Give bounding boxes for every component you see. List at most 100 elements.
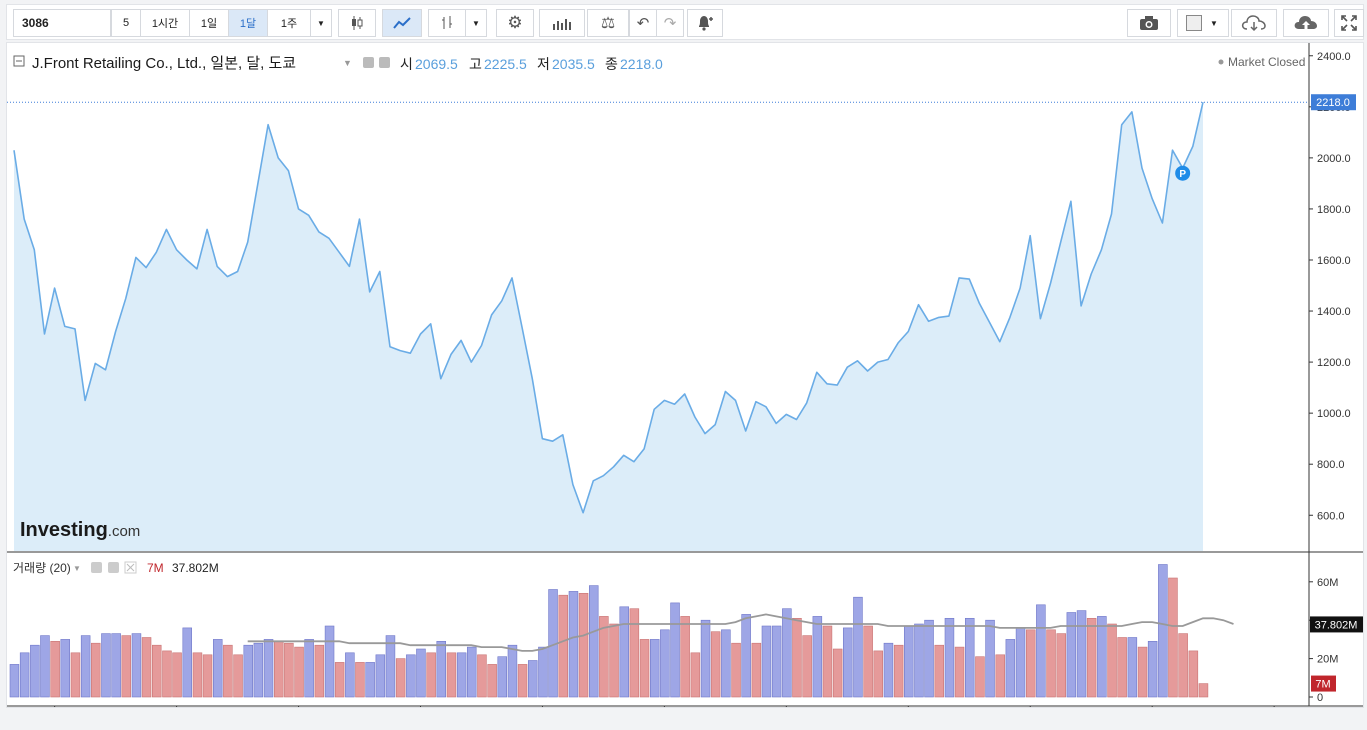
volume-bar[interactable] [700,619,711,698]
volume-bar[interactable] [223,644,233,698]
volume-bar[interactable] [639,639,650,698]
volume-bar[interactable] [588,585,599,698]
interval-5-button[interactable]: 5 [111,9,141,37]
volume-bar[interactable] [538,646,548,698]
volume-bar[interactable] [345,652,355,698]
price-line[interactable] [13,102,1204,514]
volume-bar[interactable] [304,639,314,698]
compare-button[interactable]: ⚖ [587,9,629,37]
line-chart-button[interactable] [382,9,422,37]
candlestick-button[interactable] [338,9,376,37]
volume-bar[interactable] [985,619,995,698]
volume-bar[interactable] [284,642,294,698]
volume-bar[interactable] [964,617,975,698]
volume-bar[interactable] [202,654,213,698]
volume-bar[interactable] [822,625,833,698]
volume-bar[interactable] [924,619,934,698]
volume-bar[interactable] [131,633,142,698]
eye-icon[interactable] [363,57,374,68]
interval-1m-button[interactable]: 1달 [228,9,268,37]
volume-bar[interactable] [243,644,254,698]
volume-bar[interactable] [832,648,843,698]
volume-bar[interactable] [273,640,284,698]
volume-bar[interactable] [172,652,182,698]
alert-button[interactable] [687,9,723,37]
volume-bar[interactable] [802,635,812,698]
redo-button[interactable]: ↷ [656,9,684,37]
symbol-input[interactable]: 3086 [13,9,111,37]
volume-bar[interactable] [1178,633,1188,698]
volume-bar[interactable] [1086,617,1097,698]
volume-bar[interactable] [853,596,863,698]
volume-bar[interactable] [1066,612,1077,698]
volume-bar[interactable] [782,608,792,698]
volume-bar[interactable] [599,616,609,698]
volume-bar[interactable] [680,616,690,698]
volume-bar[interactable] [731,642,741,698]
volume-bar[interactable] [1107,623,1117,698]
gear-icon[interactable] [108,562,119,573]
upload-button[interactable] [1283,9,1329,37]
volume-bar[interactable] [50,640,60,698]
volume-bar[interactable] [660,629,670,698]
volume-bar[interactable] [670,602,680,698]
volume-bar[interactable] [893,644,904,698]
volume-bar[interactable] [1117,637,1127,698]
volume-bar[interactable] [578,592,589,698]
volume-bar[interactable] [975,656,985,698]
volume-bar[interactable] [771,625,782,698]
indicators-button[interactable] [539,9,585,37]
undo-button[interactable]: ↶ [629,9,657,37]
volume-bar[interactable] [477,654,487,698]
volume-bar[interactable] [263,639,274,698]
volume-bar[interactable] [182,627,193,698]
chart-canvas[interactable]: P 2400.02200.02000.01800.01600.01400.012… [7,43,1363,724]
volume-bar[interactable] [365,662,375,698]
volume-bar[interactable] [1147,640,1158,698]
volume-bar[interactable] [192,652,203,698]
volume-bar[interactable] [568,591,579,698]
volume-bar[interactable] [294,646,304,698]
volume-bar[interactable] [995,654,1005,698]
screenshot-button[interactable] [1127,9,1171,37]
volume-bar[interactable] [60,639,70,698]
volume-bar[interactable] [324,625,335,698]
volume-bar[interactable] [629,608,640,698]
interval-1d-button[interactable]: 1일 [189,9,229,37]
volume-bar[interactable] [416,648,426,698]
volume-bar[interactable] [863,625,873,698]
download-button[interactable] [1231,9,1277,37]
volume-bar[interactable] [1188,650,1199,698]
volume-bar[interactable] [527,660,538,698]
volume-bar[interactable] [1168,577,1178,698]
volume-bar[interactable] [385,635,396,698]
chevron-down-icon[interactable]: ▼ [73,564,81,573]
interval-1w-button[interactable]: 1주 [267,9,311,37]
volume-bar[interactable] [1046,629,1056,698]
volume-bar[interactable] [162,650,172,698]
volume-bar[interactable] [70,652,81,698]
volume-bar[interactable] [649,639,660,698]
volume-bar[interactable] [1005,639,1016,698]
volume-bar[interactable] [91,642,101,698]
volume-bar[interactable] [30,644,40,698]
volume-bar[interactable] [456,652,467,698]
volume-bar[interactable] [436,640,446,698]
volume-bar[interactable] [19,652,30,698]
volume-bar[interactable] [375,654,386,698]
volume-bar[interactable] [1076,610,1087,698]
volume-bar[interactable] [355,662,365,698]
volume-bar[interactable] [40,635,50,698]
volume-bar[interactable] [934,644,944,698]
volume-bar[interactable] [954,646,965,698]
volume-bar[interactable] [914,623,924,698]
bar-chart-button[interactable] [428,9,466,37]
volume-bar[interactable] [253,642,264,698]
volume-bar[interactable] [497,656,507,698]
volume-bar[interactable] [761,625,772,698]
volume-bar[interactable] [1198,683,1209,698]
eye-icon[interactable] [91,562,102,573]
interval-dropdown-button[interactable]: ▼ [310,9,332,37]
chevron-down-icon[interactable]: ▼ [343,58,352,68]
volume-bar[interactable] [213,639,223,698]
